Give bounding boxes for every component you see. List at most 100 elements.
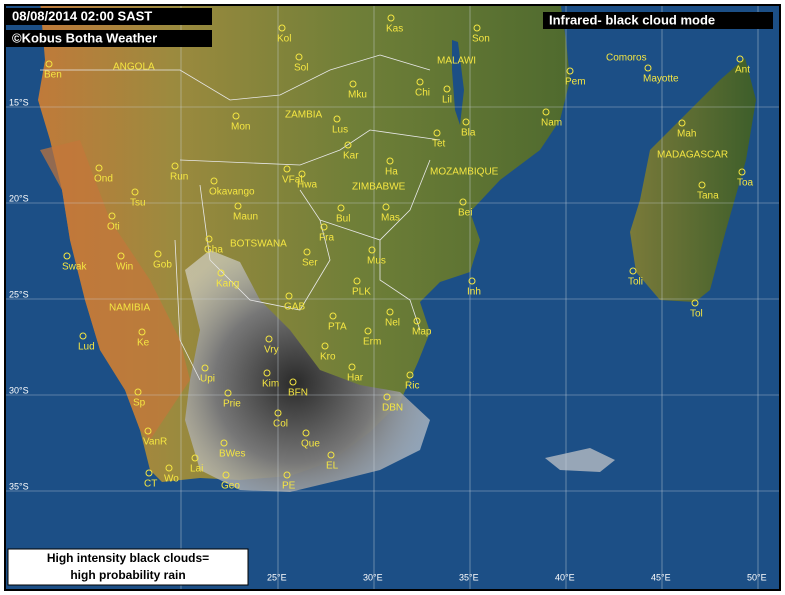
legend-box	[7, 548, 249, 586]
place-label: Lai	[190, 464, 203, 475]
place-label: Mku	[348, 90, 367, 101]
place-label: Ant	[735, 65, 750, 76]
place-marker	[144, 427, 152, 435]
country-label: ZIMBABWE	[352, 182, 406, 193]
place-label: PE	[282, 481, 296, 492]
place-label: Maun	[233, 212, 258, 223]
longitude-label: 45°E	[651, 572, 671, 582]
place-label: Oti	[107, 222, 120, 233]
country-label: BOTSWANA	[230, 239, 287, 250]
place-marker	[644, 64, 652, 72]
place-marker	[217, 269, 225, 277]
cloud-cover	[185, 250, 430, 492]
place-label: Prie	[223, 399, 241, 410]
place-label: DBN	[382, 403, 403, 414]
place-marker	[117, 252, 125, 260]
place-label: Chi	[415, 88, 430, 99]
longitude-label: 30°E	[363, 572, 383, 582]
country-label: MOZAMBIQUE	[430, 167, 499, 178]
country-label: MALAWI	[437, 56, 476, 67]
place-marker	[327, 451, 335, 459]
graticule	[6, 6, 779, 589]
place-marker	[542, 108, 550, 116]
latitude-label: 35°S	[9, 481, 29, 491]
place-label: Lil	[442, 95, 452, 106]
place-label: Okavango	[209, 187, 255, 198]
place-marker	[205, 235, 213, 243]
place-marker	[698, 181, 706, 189]
longitude-label: 25°E	[267, 572, 287, 582]
place-marker	[145, 469, 153, 477]
cloud-cover-sea	[545, 448, 615, 472]
mode: Infrared- black cloud mode	[549, 12, 715, 27]
place-label: Win	[116, 262, 133, 273]
place-label: Erm	[363, 337, 381, 348]
place-label: CT	[144, 479, 157, 490]
place-marker	[329, 312, 337, 320]
place-label: Sp	[133, 398, 146, 409]
place-marker	[154, 250, 162, 258]
place-marker	[353, 277, 361, 285]
place-marker	[263, 369, 271, 377]
place-marker	[302, 429, 310, 437]
place-label: Ser	[302, 258, 318, 269]
terrain	[38, 6, 756, 492]
mode-box	[543, 12, 773, 29]
timestamp: 08/08/2014 02:00 SAST	[12, 8, 152, 23]
country-label: ANGOLA	[113, 62, 155, 73]
place-label: Sol	[294, 63, 308, 74]
place-marker	[234, 202, 242, 210]
place-label: Swak	[62, 262, 87, 273]
place-label: Vry	[264, 345, 279, 356]
place-label: PTA	[328, 322, 347, 333]
longitude-label: 50°E	[747, 572, 767, 582]
place-marker	[691, 299, 699, 307]
place-marker	[303, 248, 311, 256]
place-marker	[413, 317, 421, 325]
desert	[40, 140, 190, 440]
place-label: BWes	[219, 449, 246, 460]
place-marker	[165, 464, 173, 472]
place-label: Bul	[336, 214, 350, 225]
country-label: MADAGASCAR	[657, 150, 728, 161]
place-marker	[473, 24, 481, 32]
place-marker	[274, 409, 282, 417]
place-label: BFN	[288, 388, 308, 399]
place-label: Ha	[385, 167, 398, 178]
lake-malawi	[452, 40, 464, 125]
place-label: Col	[273, 419, 288, 430]
place-marker	[285, 292, 293, 300]
place-marker	[387, 14, 395, 22]
place-label: Ric	[405, 381, 419, 392]
place-label: VanR	[143, 437, 167, 448]
place-label: Wo	[164, 474, 179, 485]
place-label: Bei	[458, 208, 472, 219]
place-marker	[348, 363, 356, 371]
place-label: Upi	[200, 374, 215, 385]
place-label: Gob	[153, 260, 172, 271]
place-label: Har	[347, 373, 364, 384]
place-marker	[220, 439, 228, 447]
place-marker	[344, 141, 352, 149]
place-marker	[416, 78, 424, 86]
place-marker	[566, 67, 574, 75]
place-marker	[265, 335, 273, 343]
place-marker	[736, 55, 744, 63]
place-marker	[468, 277, 476, 285]
place-label: Lud	[78, 342, 95, 353]
place-marker	[201, 364, 209, 372]
place-label: Son	[472, 34, 490, 45]
place-label: Tsu	[130, 198, 146, 209]
country-label: Comoros	[606, 53, 647, 64]
place-label: Inh	[467, 287, 481, 298]
longitude-label: 40°E	[555, 572, 575, 582]
place-label: Bla	[461, 128, 476, 139]
place-marker	[406, 371, 414, 379]
place-marker	[629, 267, 637, 275]
place-label: Map	[412, 327, 432, 338]
place-label: Mus	[367, 256, 386, 267]
place-label: Gha	[204, 245, 223, 256]
labels: 15°S 20°S 25°S 30°S 35°S 25°E 30°E 35°E 40°E 45°E…	[9, 14, 767, 582]
legend-line: high probability rain	[70, 568, 185, 582]
credit-box	[6, 30, 212, 47]
